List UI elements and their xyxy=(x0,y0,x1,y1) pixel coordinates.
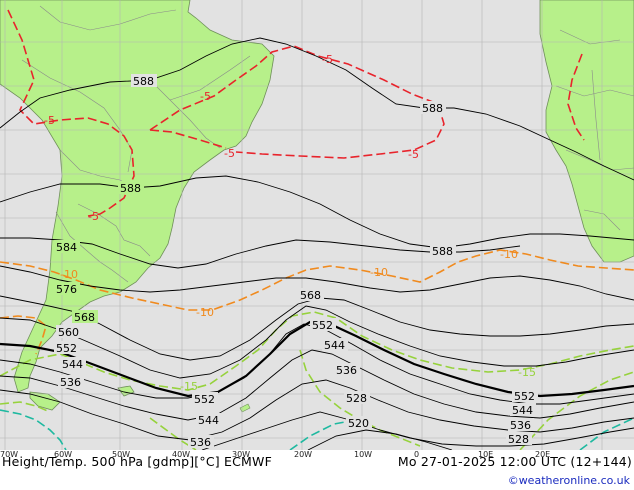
height-label-536: 536 xyxy=(60,376,81,389)
label-bg xyxy=(430,244,456,257)
temp-label-minus10: -10 xyxy=(60,268,78,281)
height-label-568: 568 xyxy=(300,289,321,302)
label-bg xyxy=(310,318,336,331)
label-bg xyxy=(344,391,370,404)
map-title: Height/Temp. 500 hPa [gdmp][°C] ECMWF xyxy=(2,454,272,469)
temp-label-group: -5 -5 -5 -5 -5 -5 -10 -10 -10 -10 -15 -1… xyxy=(44,53,536,393)
temp-label-minus10: -10 xyxy=(500,248,518,261)
label-bg xyxy=(118,181,144,194)
temp-label-minus5: -5 xyxy=(322,53,333,66)
valid-time: Mo 27-01-2025 12:00 UTC (12+144) xyxy=(397,454,632,469)
temp-label-minus15: -15 xyxy=(180,380,198,393)
label-bg xyxy=(72,310,98,323)
label-bg xyxy=(188,435,214,448)
country-borders xyxy=(21,5,634,283)
label-bg xyxy=(196,413,222,426)
label-bg xyxy=(346,416,372,429)
credit-link[interactable]: ©weatheronline.co.uk xyxy=(507,474,630,487)
height-label-588: 588 xyxy=(120,182,141,195)
height-label-576: 576 xyxy=(56,283,77,296)
temp-label-minus5: -5 xyxy=(44,114,55,127)
temp-label-minus5: -5 xyxy=(224,147,235,160)
isotherm-minus20 xyxy=(0,409,634,451)
height-label-520: 520 xyxy=(348,417,369,430)
label-bg xyxy=(58,375,84,388)
label-bg xyxy=(54,341,80,354)
longitude-label: 30W xyxy=(232,450,251,459)
height-label-552: 552 xyxy=(312,319,333,332)
label-bg xyxy=(298,288,324,301)
temp-label-minus10: -10 xyxy=(196,306,214,319)
weather-map: 588 588 588 588 584 576 568 568 560 552 … xyxy=(0,0,634,451)
label-bg xyxy=(508,418,534,431)
longitude-label: 40W xyxy=(172,450,191,459)
label-bg xyxy=(510,403,536,416)
temp-label-minus10: -10 xyxy=(370,266,388,279)
height-label-536: 536 xyxy=(190,436,211,449)
label-bg xyxy=(334,363,360,376)
height-label-552: 552 xyxy=(194,393,215,406)
height-label-568: 568 xyxy=(74,311,95,324)
height-label-560: 560 xyxy=(58,326,79,339)
south-georgia xyxy=(239,403,251,413)
height-label-544: 544 xyxy=(198,414,219,427)
temp-label-minus5: -5 xyxy=(200,90,211,103)
height-label-584: 584 xyxy=(56,241,77,254)
label-bg xyxy=(192,392,218,405)
label-bg xyxy=(54,240,80,253)
isotherm-minus5 xyxy=(7,9,585,217)
map-canvas: 588 588 588 588 584 576 568 568 560 552 … xyxy=(0,0,634,451)
label-bg xyxy=(56,325,82,338)
longitude-label: 60W xyxy=(54,450,73,459)
height-label-552: 552 xyxy=(56,342,77,355)
longitude-label: 70W xyxy=(0,450,19,459)
isotherm-minus10 xyxy=(0,249,634,355)
height-label-528: 528 xyxy=(508,433,529,446)
longitude-label: 10E xyxy=(478,450,494,459)
height-label-588: 588 xyxy=(432,245,453,258)
height-label-536: 536 xyxy=(336,364,357,377)
map-footer: 70W 60W 50W 40W 30W 20W 10W 0 10E 20E He… xyxy=(0,450,634,490)
longitude-label: 20E xyxy=(535,450,551,459)
africa-landmass xyxy=(539,0,634,263)
longitude-label: 20W xyxy=(294,450,313,459)
label-bg xyxy=(512,389,538,402)
label-bg xyxy=(131,74,157,87)
temp-label-minus5: -5 xyxy=(408,148,419,161)
label-bg xyxy=(420,101,446,114)
height-label-544: 544 xyxy=(512,404,533,417)
height-label-588: 588 xyxy=(422,102,443,115)
height-label-544: 544 xyxy=(324,339,345,352)
label-bg xyxy=(60,357,86,370)
temp-label-minus15: -15 xyxy=(518,366,536,379)
height-label-588: 588 xyxy=(133,75,154,88)
label-bg xyxy=(54,282,80,295)
height-label-528: 528 xyxy=(346,392,367,405)
longitude-label: 0 xyxy=(414,450,420,459)
label-bg xyxy=(506,432,532,445)
longitude-label: 50W xyxy=(112,450,131,459)
height-label-544: 544 xyxy=(62,358,83,371)
label-bg xyxy=(322,338,348,351)
height-label-552: 552 xyxy=(514,390,535,403)
temp-label-minus5: -5 xyxy=(88,210,99,223)
height-label-group: 588 588 588 588 584 576 568 568 560 552 … xyxy=(54,74,538,449)
height-label-536: 536 xyxy=(510,419,531,432)
longitude-label: 10W xyxy=(354,450,373,459)
